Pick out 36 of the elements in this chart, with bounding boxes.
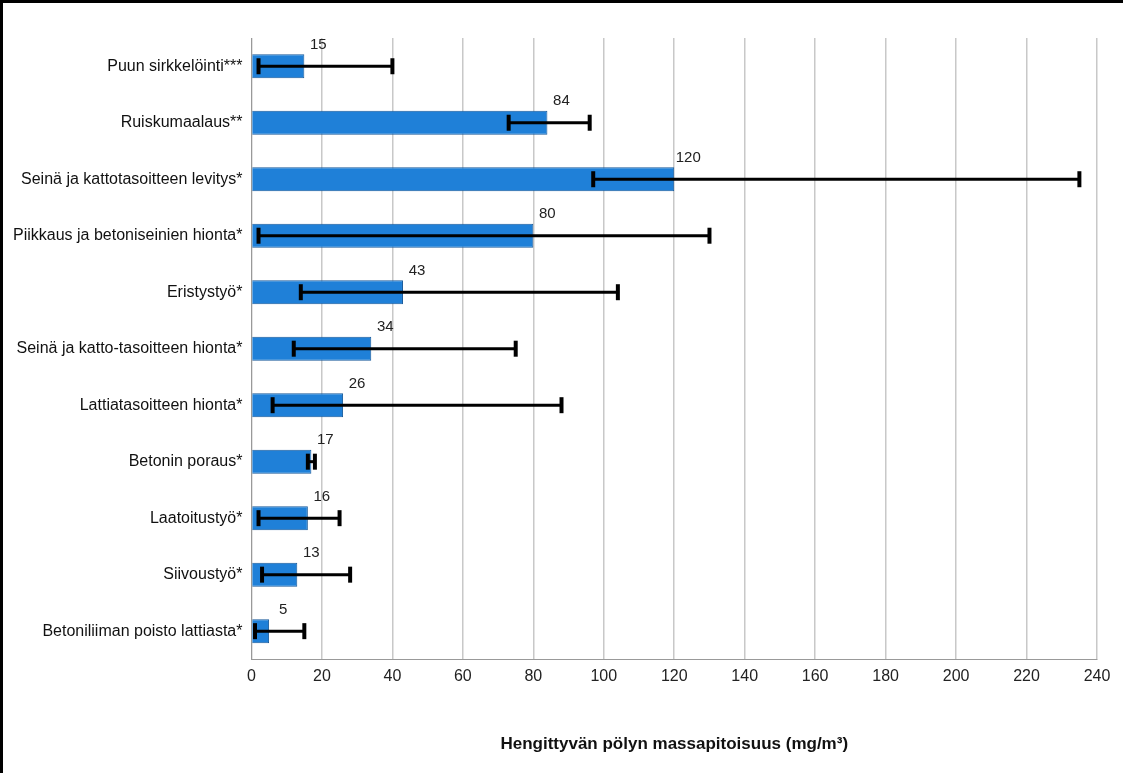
- data-label: 120: [675, 147, 701, 165]
- y-tick-label: Seinä ja katto-tasoitteen hionta*: [16, 339, 243, 357]
- data-label: 43: [408, 260, 426, 278]
- x-axis-title: Hengittyvän pölyn massapitoisuus (mg/m³): [500, 734, 849, 754]
- x-tick-label: 120: [660, 667, 688, 685]
- data-label: 16: [313, 486, 331, 504]
- x-tick-label: 0: [247, 667, 257, 685]
- x-tick-label: 80: [524, 667, 543, 685]
- x-tick-label: 240: [1083, 667, 1111, 685]
- data-label: 80: [538, 204, 556, 222]
- y-tick-label: Siivoustyö*: [163, 565, 243, 583]
- x-tick-label: 100: [590, 667, 618, 685]
- data-label: 17: [317, 430, 334, 448]
- data-label: 13: [302, 543, 320, 561]
- data-label: 5: [278, 599, 288, 617]
- y-tick-label: Piikkaus ja betoniseinien hionta*: [13, 226, 243, 244]
- y-tick-label: Ruiskumaalaus**: [120, 113, 243, 131]
- y-tick-label: Puun sirkkelöinti***: [107, 56, 243, 74]
- y-tick-label: Seinä ja kattotasoitteen levitys*: [21, 169, 243, 187]
- y-tick-label: Betonin poraus*: [128, 452, 243, 470]
- data-label: 26: [348, 373, 366, 391]
- x-tick-label: 200: [942, 667, 970, 685]
- data-label: 15: [309, 34, 327, 52]
- x-tick-label: 20: [313, 667, 331, 685]
- x-tick-label: 40: [383, 667, 402, 685]
- y-tick-label: Laatoitustyö*: [149, 508, 243, 526]
- x-tick-label: 220: [1013, 667, 1040, 685]
- x-tick-label: 180: [872, 667, 900, 685]
- x-tick-label: 60: [453, 667, 472, 685]
- y-tick-label: Lattiatasoitteen hionta*: [79, 395, 243, 413]
- data-label: 84: [553, 91, 570, 109]
- y-tick-label: Eristystyö*: [166, 282, 243, 300]
- y-tick-label: Betoniliiman poisto lattiasta*: [42, 621, 243, 639]
- data-label: 34: [376, 317, 394, 335]
- x-tick-label: 140: [731, 667, 759, 685]
- x-tick-label: 160: [801, 667, 829, 685]
